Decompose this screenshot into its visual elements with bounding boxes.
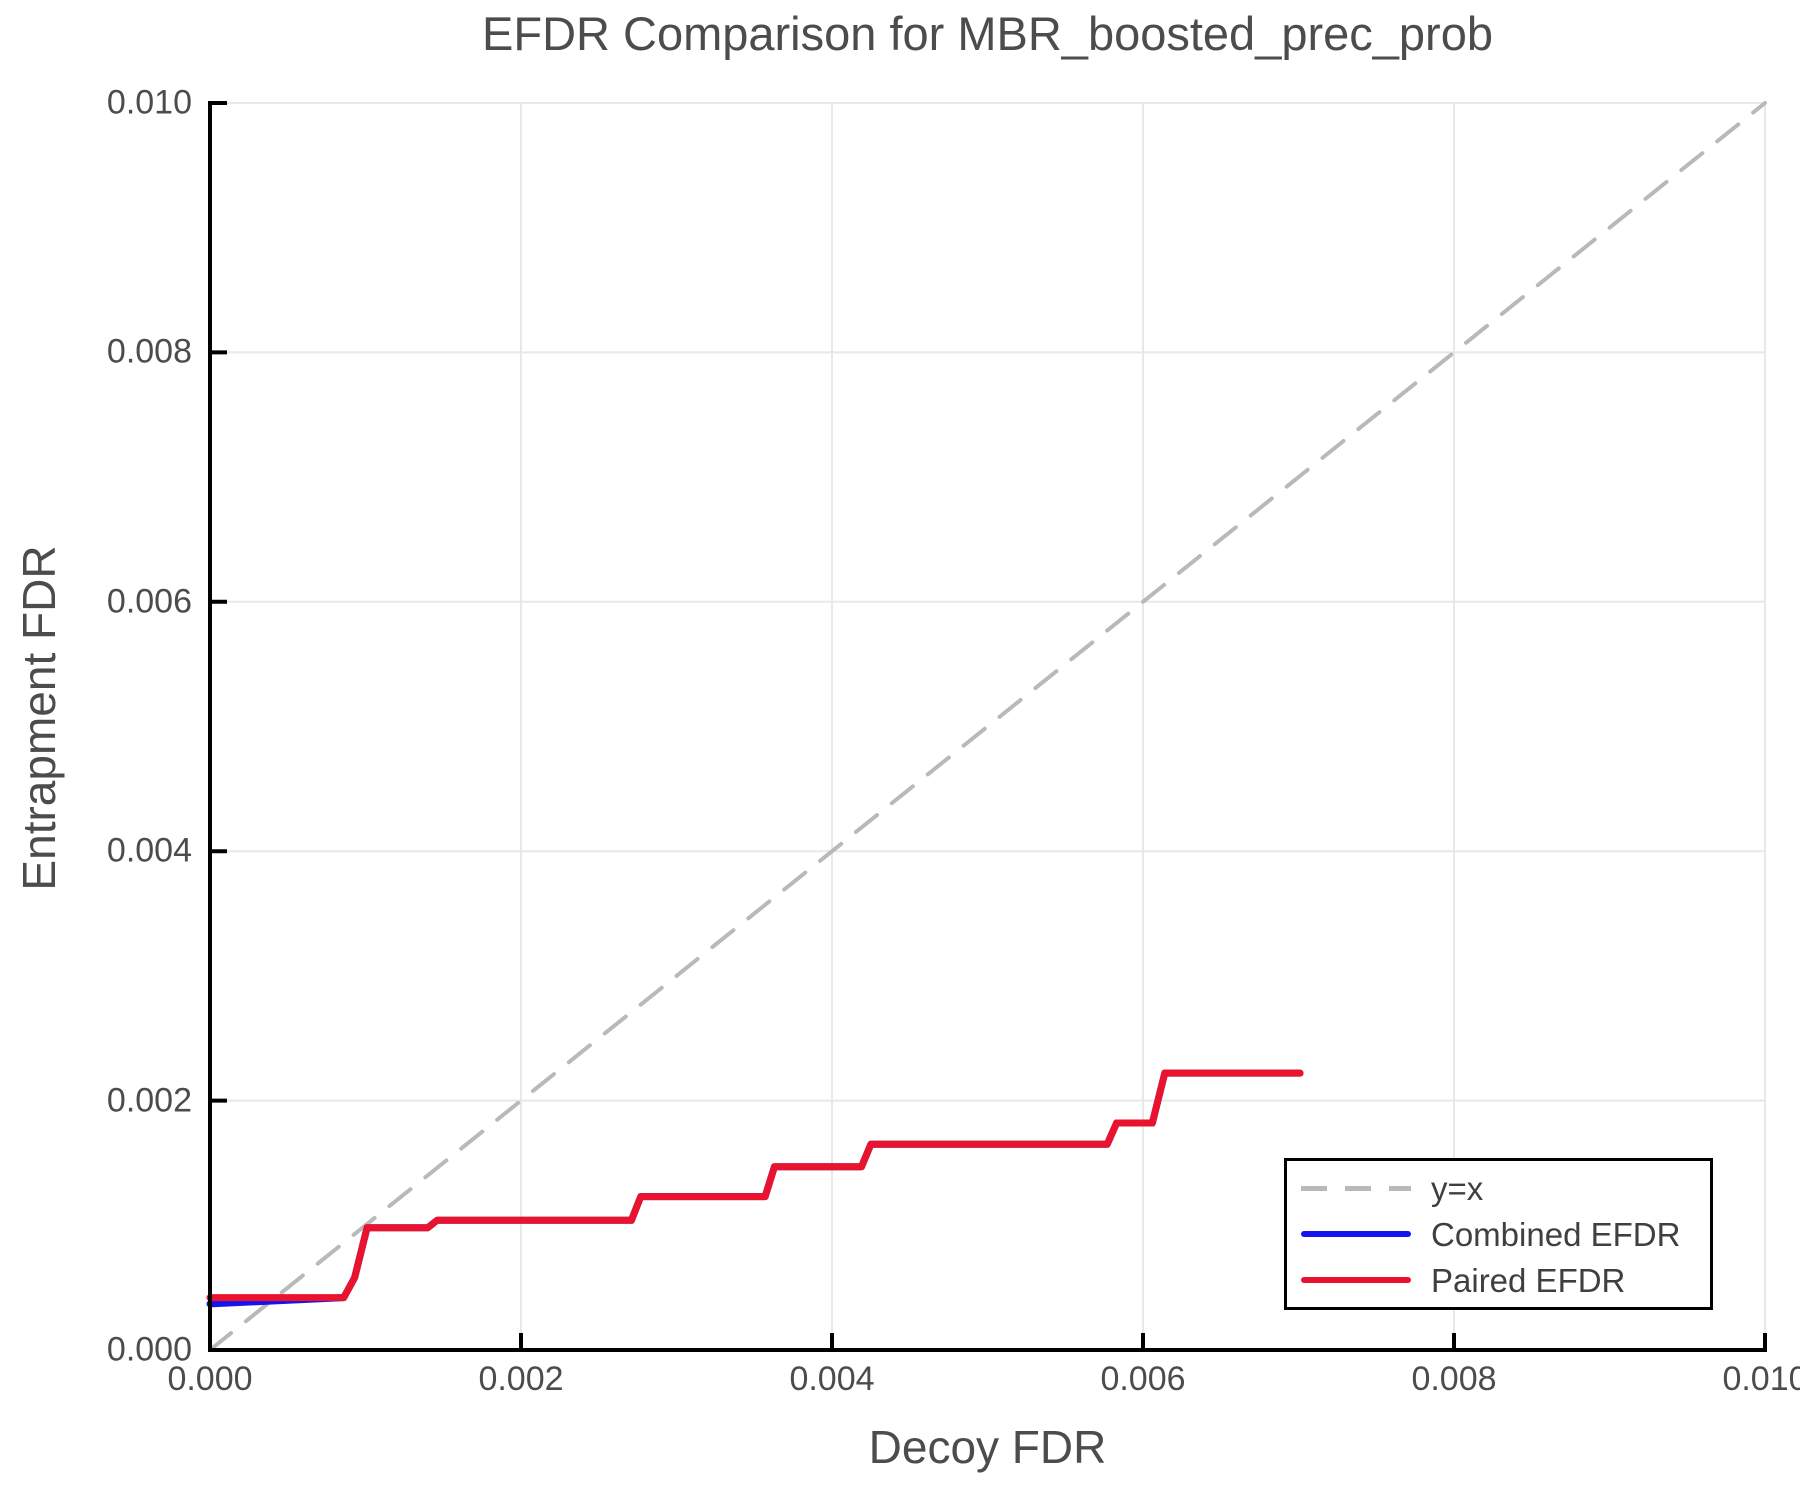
legend-label: Paired EFDR: [1431, 1261, 1626, 1299]
y-tick-label: 0.002: [106, 1081, 192, 1120]
legend-item-paired-efdr: Paired EFDR: [1301, 1262, 1710, 1299]
y-tick-label: 0.004: [106, 831, 192, 870]
y-tick-label: 0.000: [106, 1330, 192, 1369]
legend: y=x Combined EFDR Paired EFDR: [1284, 1158, 1713, 1310]
series-line-paired-efdr: [206, 1069, 1304, 1302]
y-tick-label: 0.010: [106, 83, 192, 122]
x-tick-label: 0.004: [789, 1360, 875, 1398]
red-line-sample-icon: [1301, 1277, 1411, 1283]
legend-label: Combined EFDR: [1431, 1215, 1681, 1253]
x-tick-label: 0.000: [167, 1360, 253, 1398]
y-tick-label: 0.006: [106, 582, 192, 621]
x-tick-label: 0.008: [1411, 1360, 1497, 1398]
chart-title: EFDR Comparison for MBR_boosted_prec_pro…: [482, 7, 1493, 60]
series-line-y-x: [208, 101, 1767, 1352]
x-tick-label: 0.010: [1722, 1360, 1800, 1398]
blue-line-sample-icon: [1301, 1231, 1411, 1237]
x-tick-label: 0.002: [478, 1360, 564, 1398]
y-tick-label: 0.008: [106, 332, 192, 371]
y-axis-label: Entrapment FDR: [13, 545, 65, 891]
legend-item-combined-efdr: Combined EFDR: [1301, 1216, 1710, 1253]
legend-item-y-equals-x: y=x: [1301, 1170, 1710, 1207]
x-tick-label: 0.006: [1100, 1360, 1186, 1398]
dashed-line-sample-icon: [1301, 1185, 1411, 1191]
x-axis-label: Decoy FDR: [868, 1421, 1107, 1473]
series-line-combined-efdr: [206, 1069, 1304, 1308]
legend-label: y=x: [1431, 1169, 1484, 1207]
